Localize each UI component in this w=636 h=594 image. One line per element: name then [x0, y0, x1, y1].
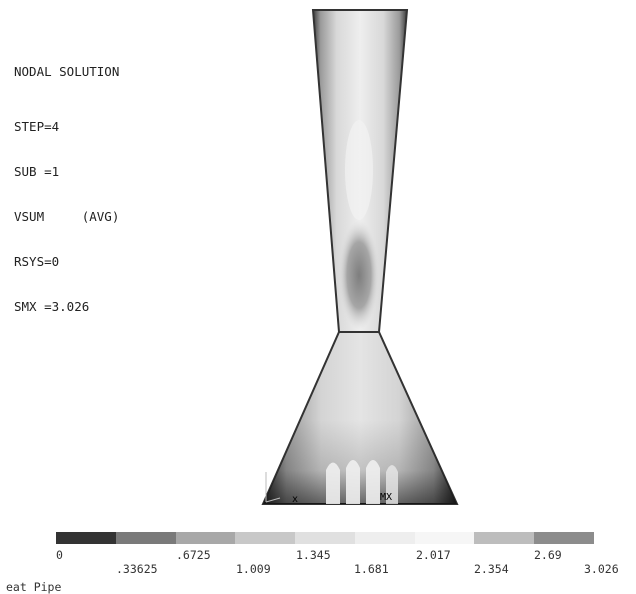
pipe-high-velocity-region [345, 120, 373, 220]
legend-swatch-6 [414, 532, 475, 544]
legend-swatch-0 [56, 532, 116, 544]
color-legend [56, 532, 595, 544]
legend-tick-2: .6725 [176, 548, 211, 562]
legend-swatch-1 [115, 532, 176, 544]
legend-tick-6: 2.017 [416, 548, 451, 562]
legend-tick-5: 1.681 [354, 562, 389, 576]
legend-swatch-8 [534, 532, 595, 544]
legend-tick-7: 2.354 [474, 562, 509, 576]
legend-swatch-3 [235, 532, 296, 544]
info-rsys: RSYS=0 [14, 254, 60, 269]
plot-caption: eat Pipe [6, 580, 62, 594]
max-marker: MX [380, 492, 392, 503]
axis-triad-icon [265, 472, 281, 503]
pipe-low-velocity-region [339, 220, 379, 330]
solution-title: NODAL SOLUTION [14, 64, 120, 79]
min-marker: x [292, 494, 298, 505]
legend-swatch-4 [295, 532, 355, 544]
legend-tick-9: 3.026 [584, 562, 619, 576]
legend-tick-0: 0 [56, 548, 63, 562]
legend-tick-4: 1.345 [296, 548, 331, 562]
legend-tick-3: 1.009 [236, 562, 271, 576]
info-smx: SMX =3.026 [14, 299, 90, 314]
info-step: STEP=4 [14, 119, 60, 134]
info-vsum: VSUM (AVG) [14, 209, 120, 224]
legend-tick-1: .33625 [116, 562, 158, 576]
legend-swatch-7 [474, 532, 535, 544]
solution-info: NODAL SOLUTION STEP=4 SUB =1 VSUM (AVG) … [14, 34, 119, 329]
legend-swatch-5 [354, 532, 415, 544]
base-bottom-shading [263, 420, 457, 504]
legend-tick-8: 2.69 [534, 548, 562, 562]
legend-swatch-2 [175, 532, 236, 544]
bottom-jets [326, 460, 398, 504]
info-sub: SUB =1 [14, 164, 60, 179]
